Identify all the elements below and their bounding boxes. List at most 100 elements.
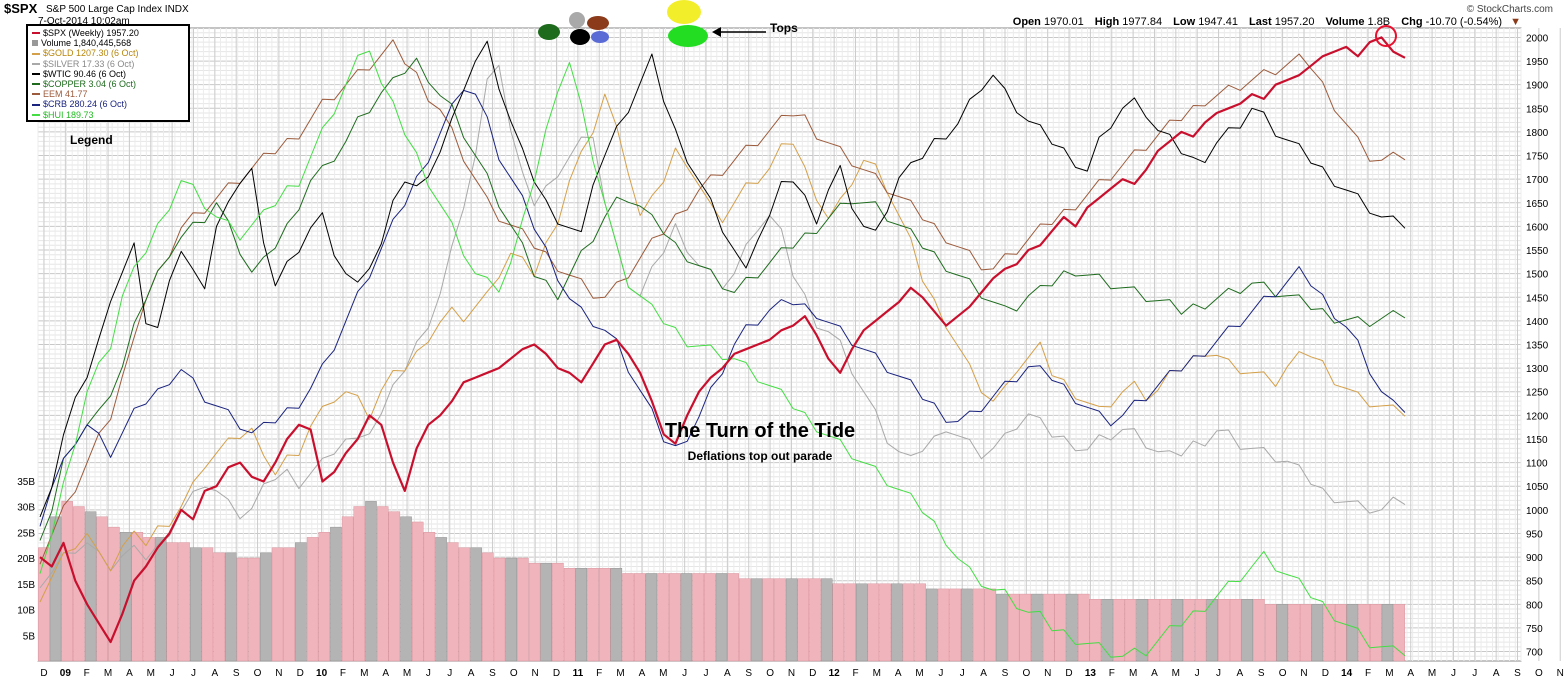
chart-date: 7-Oct-2014 10:02am	[38, 16, 130, 27]
x-tick-label: O	[1279, 668, 1287, 679]
x-tick-label: S	[1002, 668, 1009, 679]
legend-swatch-wtic	[32, 72, 40, 75]
volume-bar	[669, 573, 681, 662]
legend-caption: Legend	[70, 133, 113, 147]
y-right-tick-label: 1150	[1526, 435, 1548, 446]
x-tick-label: M	[616, 668, 624, 679]
x-tick-label: S	[1258, 668, 1265, 679]
volume-bar	[610, 568, 623, 662]
volume-bar	[809, 578, 821, 662]
volume-bar	[108, 526, 120, 662]
x-tick-label: N	[1044, 668, 1051, 679]
legend-swatch-copper	[32, 83, 40, 86]
legend-label-copper: $COPPER 3.04 (6 Oct)	[43, 79, 137, 90]
y-right-tick-label: 1300	[1526, 364, 1549, 375]
volume-bar	[1229, 599, 1242, 662]
y-right-tick-label: 1200	[1526, 411, 1549, 422]
stockcharts-brand: © StockCharts.com	[1466, 4, 1553, 15]
wtic-top-marker	[570, 29, 590, 45]
legend-entry-gold: $GOLD 1207.30 (6 Oct)	[28, 48, 188, 58]
volume-bar	[926, 588, 938, 662]
legend-label-crb: $CRB 280.24 (6 Oct)	[43, 99, 128, 110]
volume-bar	[972, 588, 985, 662]
volume-bar	[774, 578, 786, 662]
volume-label: Volume	[1325, 16, 1365, 28]
volume-bar	[961, 588, 973, 662]
volume-bar	[692, 573, 704, 662]
x-tick-label: J	[447, 668, 452, 679]
volume-bar	[785, 578, 798, 662]
y-right-tick-label: 1400	[1526, 317, 1549, 328]
volume-bar	[1393, 604, 1405, 662]
series-line-eem	[39, 39, 1406, 565]
volume-bar	[855, 583, 868, 662]
volume-bar	[283, 547, 295, 662]
x-tick-label: A	[1151, 668, 1158, 679]
y-left-tick-label: 25B	[17, 528, 35, 539]
x-tick-label: O	[1535, 668, 1543, 679]
volume-bar	[470, 547, 482, 662]
volume-bar	[1299, 604, 1312, 662]
x-tick-label: J	[682, 668, 687, 679]
legend-entry-spx: $SPX (Weekly) 1957.20	[28, 28, 188, 38]
volume-bar	[49, 516, 62, 662]
x-tick-label: F	[596, 668, 602, 679]
volume-bar	[1264, 604, 1277, 662]
volume-bar	[1183, 599, 1195, 662]
legend-swatch-spx	[32, 32, 40, 35]
volume-bar	[306, 537, 319, 662]
legend-label-eem: EEM 41.77	[43, 89, 88, 100]
volume-bar	[739, 578, 751, 662]
volume-bar	[704, 573, 716, 662]
volume-bar	[213, 552, 225, 662]
volume-bar	[61, 501, 73, 662]
volume-bar	[447, 542, 459, 662]
x-tick-label: S	[1514, 668, 1521, 679]
volume-bar	[166, 542, 179, 662]
volume-bar	[1381, 604, 1394, 662]
y-right-tick-label: 900	[1526, 553, 1543, 564]
y-right-tick-label: 1900	[1526, 81, 1549, 92]
x-tick-label: A	[382, 668, 389, 679]
y-right-tick-label: 1250	[1526, 388, 1549, 399]
chg-value: -10.70 (-0.54%)	[1425, 16, 1503, 28]
x-tick-label: A	[980, 668, 987, 679]
chg-label: Chg	[1401, 16, 1423, 28]
x-tick-label: D	[297, 668, 304, 679]
volume-bar	[84, 511, 97, 662]
volume-bar	[1124, 599, 1137, 662]
volume-bar	[1136, 599, 1148, 662]
y-right-tick-label: 1000	[1526, 506, 1549, 517]
volume-bar	[388, 511, 401, 662]
legend-box: $SPX (Weekly) 1957.20 Volume 1,840,445,5…	[26, 24, 190, 122]
volume-bar	[458, 547, 471, 662]
volume-bar	[201, 547, 214, 662]
series-line-spx	[39, 36, 1406, 644]
x-tick-label: 14	[1341, 668, 1353, 679]
y-right-tick-label: 1450	[1526, 293, 1549, 304]
x-tick-label: D	[553, 668, 560, 679]
series-line-wtic	[39, 40, 1406, 518]
x-tick-label: J	[170, 668, 175, 679]
ohlc-readout: Open 1970.01 High 1977.84 Low 1947.41 La…	[1013, 16, 1521, 28]
legend-entry-wtic: $WTIC 90.46 (6 Oct)	[28, 69, 188, 79]
x-tick-label: F	[1109, 668, 1115, 679]
volume-bar	[622, 573, 634, 662]
chart-annotation-title: The Turn of the Tide	[664, 420, 856, 442]
x-tick-label: M	[403, 668, 411, 679]
high-label: High	[1094, 16, 1120, 28]
legend-swatch-hui	[32, 113, 40, 116]
volume-bar	[820, 578, 833, 662]
volume-bar	[1253, 599, 1265, 662]
y-right-tick-label: 2000	[1526, 33, 1549, 44]
volume-bar	[1031, 593, 1043, 662]
volume-bar	[1288, 604, 1300, 662]
volume-bar	[1089, 599, 1102, 662]
x-tick-label: A	[639, 668, 646, 679]
volume-bar	[178, 542, 190, 662]
y-right-tick-label: 1500	[1526, 270, 1549, 281]
spx-top-circle-marker	[1375, 25, 1397, 47]
volume-bar	[727, 573, 739, 662]
volume-bar	[797, 578, 810, 662]
